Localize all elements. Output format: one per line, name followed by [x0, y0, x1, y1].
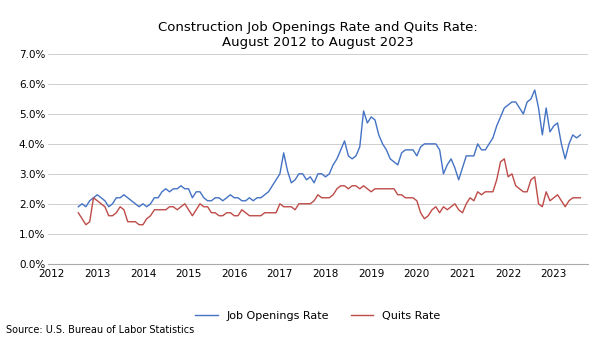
- Text: Source: U.S. Bureau of Labor Statistics: Source: U.S. Bureau of Labor Statistics: [6, 324, 194, 335]
- Job Openings Rate: [74, 205, 82, 209]
- Quits Rate: [565, 199, 572, 203]
- Line: Job Openings Rate: Job Openings Rate: [78, 90, 580, 207]
- Quits Rate: [113, 211, 120, 215]
- Title: Construction Job Openings Rate and Quits Rate:
August 2012 to August 2023: Construction Job Openings Rate and Quits…: [158, 21, 478, 49]
- Job Openings Rate: [109, 202, 116, 206]
- Quits Rate: [501, 157, 508, 161]
- Legend: Job Openings Rate, Quits Rate: Job Openings Rate, Quits Rate: [191, 307, 445, 326]
- Quits Rate: [577, 196, 584, 200]
- Job Openings Rate: [531, 88, 538, 92]
- Job Openings Rate: [406, 148, 413, 152]
- Job Openings Rate: [562, 157, 569, 161]
- Quits Rate: [74, 211, 82, 215]
- Job Openings Rate: [550, 124, 557, 128]
- Quits Rate: [425, 214, 432, 218]
- Quits Rate: [409, 196, 416, 200]
- Quits Rate: [82, 223, 89, 227]
- Quits Rate: [554, 193, 561, 197]
- Job Openings Rate: [421, 142, 428, 146]
- Quits Rate: [394, 193, 401, 197]
- Line: Quits Rate: Quits Rate: [78, 159, 580, 225]
- Job Openings Rate: [577, 133, 584, 137]
- Job Openings Rate: [391, 160, 398, 164]
